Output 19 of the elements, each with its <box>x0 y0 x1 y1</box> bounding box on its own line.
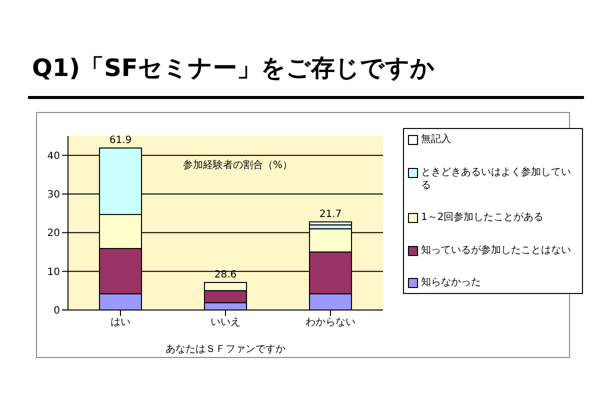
chart-title: Q1)「SFセミナー」をご存じですか <box>32 53 435 84</box>
legend-label: 知らなかった <box>421 276 481 289</box>
x-tick-label: はい <box>110 317 130 328</box>
y-tick-label: 40 <box>47 150 60 162</box>
y-tick-label: 30 <box>47 190 60 201</box>
x-tick-label: わからない <box>306 317 356 328</box>
x-tick-label: いいえ <box>210 317 240 328</box>
annotation: 参加経験者の割合（%） <box>183 158 293 172</box>
y-tick-label: 20 <box>47 228 60 240</box>
legend-label: 知っているが参加したことはない <box>421 244 571 256</box>
annotation: 21.7 <box>319 208 342 220</box>
legend-label: 1～2回参加したことがある <box>421 211 544 224</box>
legend-label: ときどきあるいはよく参加している <box>421 166 572 192</box>
y-tick-label: 10 <box>47 266 60 278</box>
annotation: 61.9 <box>109 134 132 146</box>
y-tick-label: 0 <box>54 306 60 317</box>
legend-label: 無記入 <box>421 133 451 146</box>
bar <box>309 221 352 226</box>
x-axis-title: あなたはＳＦファンですか <box>166 344 286 355</box>
